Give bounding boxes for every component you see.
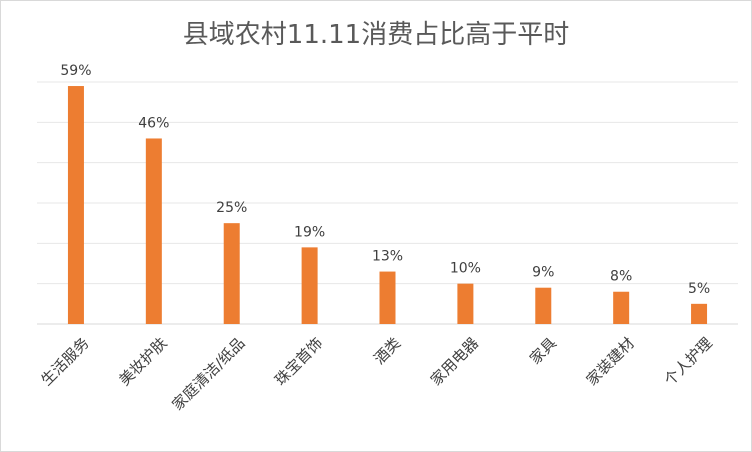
bar-3 <box>301 247 318 324</box>
bar-6 <box>535 287 552 324</box>
category-label-6: 家具 <box>526 334 560 368</box>
data-label-1: 46% <box>138 115 169 131</box>
category-label-2: 家庭清洁/纸品 <box>169 334 249 414</box>
data-label-3: 19% <box>294 224 325 240</box>
data-label-6: 9% <box>532 265 554 281</box>
category-label-3: 珠宝首饰 <box>271 334 326 389</box>
bar-5 <box>457 283 474 324</box>
data-label-0: 59% <box>60 63 91 79</box>
bar-7 <box>613 291 630 324</box>
data-label-5: 10% <box>450 261 481 277</box>
data-label-7: 8% <box>610 269 632 285</box>
category-label-5: 家用电器 <box>427 334 482 389</box>
category-label-1: 美妆护肤 <box>115 334 170 389</box>
data-label-8: 5% <box>688 281 710 297</box>
category-label-8: 个人护理 <box>661 334 716 389</box>
chart-title: 县域农村11.11消费占比高于平时 <box>182 20 570 50</box>
data-label-2: 25% <box>216 200 247 216</box>
category-label-4: 酒类 <box>370 334 404 368</box>
bar-4 <box>379 271 396 324</box>
bar-0 <box>67 86 84 325</box>
data-label-4: 13% <box>372 249 403 265</box>
bar-8 <box>691 303 708 324</box>
bar-1 <box>145 138 162 324</box>
category-label-0: 生活服务 <box>38 334 93 389</box>
bar-2 <box>223 223 240 324</box>
category-label-7: 家装建材 <box>583 334 638 389</box>
